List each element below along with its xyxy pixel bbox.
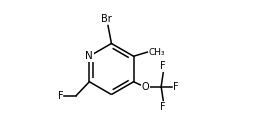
- Text: F: F: [161, 61, 166, 71]
- Text: O: O: [142, 82, 149, 92]
- Text: Br: Br: [101, 14, 112, 24]
- Text: F: F: [173, 82, 179, 92]
- Text: F: F: [58, 91, 63, 101]
- Text: CH₃: CH₃: [148, 48, 165, 57]
- Text: N: N: [86, 51, 93, 61]
- Text: F: F: [161, 102, 166, 112]
